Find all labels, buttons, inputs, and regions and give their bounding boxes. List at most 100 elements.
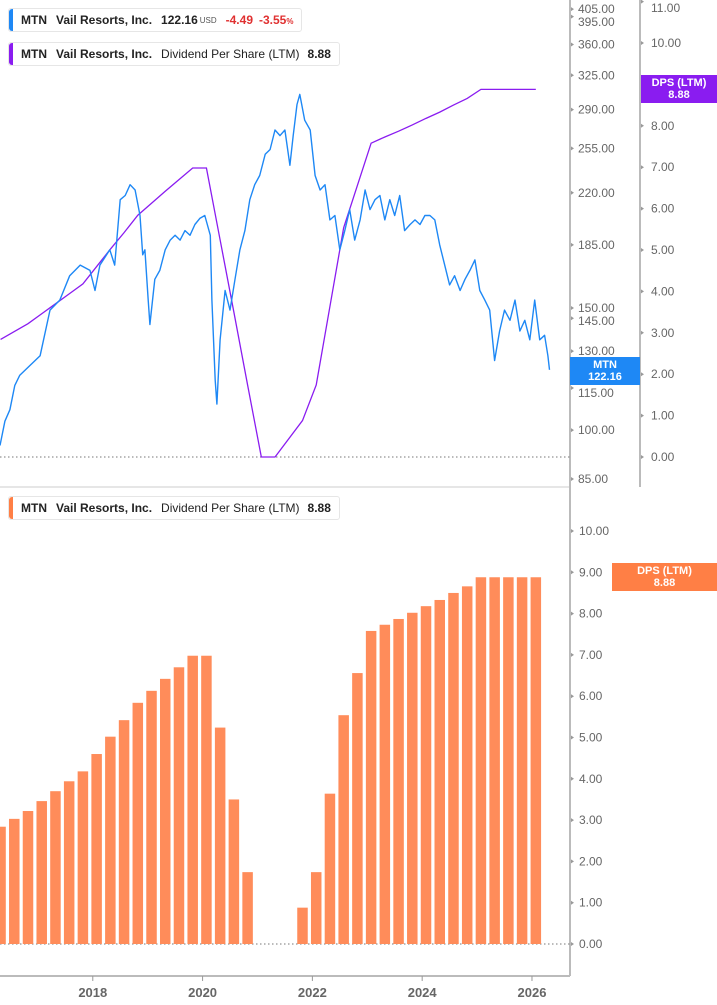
price-tick-mark (571, 306, 574, 311)
price-badge-value: 122.16 (588, 371, 622, 383)
bar-tick-mark (571, 776, 574, 781)
x-tick-label: 2022 (298, 985, 327, 1000)
price-tick-mark (571, 242, 574, 247)
dps-bar (448, 592, 459, 944)
dps-bar (365, 630, 377, 944)
price-tick-label: 220.00 (578, 186, 615, 200)
legend-currency: USD (199, 15, 217, 25)
dps-tick-label: 2.00 (651, 367, 675, 381)
dps-tick-label: 7.00 (651, 160, 675, 174)
price-tick-label: 255.00 (578, 141, 615, 155)
price-tick-mark (571, 14, 574, 19)
bar-tick-label: 0.00 (579, 937, 603, 951)
dps-tick-mark (641, 330, 644, 335)
price-tick-mark (571, 42, 574, 47)
dps-bar (201, 655, 212, 944)
dps-bar (132, 702, 144, 944)
dps-bottom-badge-value: 8.88 (653, 577, 676, 589)
bar-tick-label: 9.00 (579, 565, 603, 579)
price-tick-label: 395.00 (578, 15, 615, 29)
dps-bar (146, 690, 157, 944)
dps-tick-label: 11.00 (651, 1, 680, 15)
price-tick-label: 85.00 (578, 472, 608, 486)
price-tick-mark (571, 428, 574, 433)
bar-tick-label: 4.00 (579, 772, 603, 786)
legend-price[interactable]: MTN Vail Resorts, Inc. 122.16 USD -4.49 … (8, 8, 303, 32)
x-tick-label: 2020 (188, 985, 217, 1000)
bar-tick-mark (571, 818, 574, 823)
dps-tick-mark (641, 372, 644, 377)
dps-tick-mark (641, 123, 644, 128)
dps-bar (461, 586, 473, 944)
dps-bar (379, 624, 391, 944)
price-tick-label: 115.00 (578, 386, 614, 400)
dps-top-badge-value: 8.88 (668, 89, 690, 101)
bar-tick-mark (571, 735, 574, 740)
legend-value: 8.88 (307, 47, 331, 61)
bar-tick-mark (571, 900, 574, 905)
dps-bar (9, 818, 20, 944)
legend-pct-sign: % (286, 17, 294, 26)
price-tick-label: 325.00 (578, 68, 615, 82)
dps-bar (77, 771, 89, 944)
price-tick-mark (571, 386, 574, 391)
dps-tick-label: 8.00 (651, 119, 675, 133)
legend-ticker: MTN (21, 13, 47, 27)
legend-metric: Dividend Per Share (LTM) (161, 47, 300, 61)
price-tick-label: 360.00 (578, 38, 615, 52)
dps-tick-mark (641, 455, 644, 459)
dps-bar (324, 793, 336, 944)
dps-bar (159, 678, 171, 944)
dps-bar (297, 907, 308, 944)
dps-bar (0, 826, 6, 944)
price-tick-mark (571, 107, 574, 112)
price-tick-mark (571, 190, 574, 195)
price-tick-mark (571, 7, 574, 12)
price-badge-label: MTN (593, 359, 617, 371)
dps-bar (352, 673, 363, 944)
price-tick-label: 290.00 (578, 103, 615, 117)
legend-company: Vail Resorts, Inc. (56, 47, 153, 61)
dps-bar (530, 577, 542, 944)
dps-tick-label: 3.00 (651, 326, 675, 340)
dps-bar (187, 655, 198, 944)
price-tick-label: 150.00 (578, 301, 615, 315)
dps-bar (105, 736, 116, 944)
dps-bar (420, 606, 432, 944)
dps-bar (36, 801, 47, 944)
price-tick-mark (571, 349, 574, 354)
dps-tick-label: 5.00 (651, 243, 675, 257)
bar-tick-mark (571, 570, 574, 575)
price-tick-mark (571, 316, 574, 321)
dps-bar (50, 791, 61, 944)
bar-tick-label: 8.00 (579, 607, 603, 621)
dps-bar (516, 577, 528, 944)
dps-bar (242, 872, 253, 944)
dps-tick-label: 10.00 (651, 36, 681, 50)
dps-tick-mark (641, 41, 644, 45)
dps-bar (214, 727, 226, 944)
dps-tick-label: 1.00 (651, 409, 675, 423)
bar-tick-label: 7.00 (579, 648, 603, 662)
dps-bar (91, 754, 102, 944)
dps-bar (434, 599, 445, 944)
price-tick-mark (571, 146, 574, 151)
dps-bar (338, 715, 349, 944)
dps-tick-mark (641, 248, 644, 252)
dps-bar (393, 618, 404, 944)
bar-tick-mark (571, 942, 574, 946)
legend-dps-top[interactable]: MTN Vail Resorts, Inc. Dividend Per Shar… (8, 42, 340, 66)
dps-bar (503, 577, 514, 944)
legend-company: Vail Resorts, Inc. (56, 13, 153, 27)
bar-tick-label: 5.00 (579, 731, 603, 745)
legend-change-pct: -3.55 (259, 13, 287, 27)
legend-color-swatch (9, 497, 13, 519)
dps-bar (407, 612, 418, 944)
dps-tick-label: 6.00 (651, 202, 675, 216)
price-tick-mark (571, 477, 574, 481)
legend-company: Vail Resorts, Inc. (56, 501, 153, 515)
dps-bar (489, 577, 500, 944)
price-tick-label: 405.00 (578, 2, 615, 16)
bar-tick-label: 6.00 (579, 689, 603, 703)
legend-dps-bottom[interactable]: MTN Vail Resorts, Inc. Dividend Per Shar… (8, 496, 340, 520)
